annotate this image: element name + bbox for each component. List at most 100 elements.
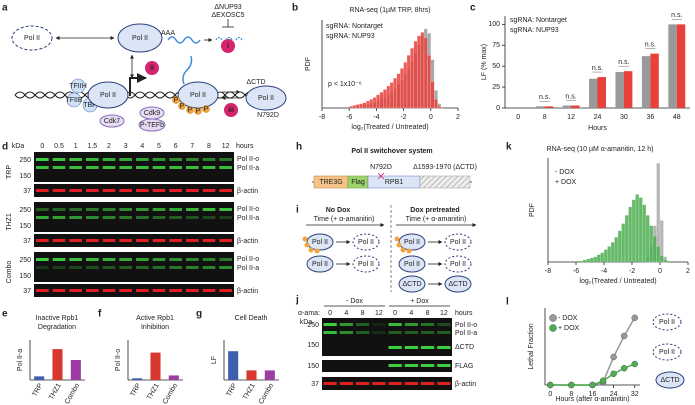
band xyxy=(136,258,149,261)
point xyxy=(610,370,617,378)
x-tick-label: 16 xyxy=(589,391,597,398)
band xyxy=(69,266,82,269)
lane-label: 0.5 xyxy=(54,143,64,150)
panel-label: j xyxy=(295,295,299,306)
chart-title: Inactive Rpb1 xyxy=(36,315,79,322)
band xyxy=(186,166,199,169)
band xyxy=(186,258,199,261)
part-label: Flag xyxy=(351,179,365,186)
bar xyxy=(264,370,275,380)
annotation: n.s. xyxy=(539,94,550,101)
band xyxy=(86,289,99,292)
blot xyxy=(34,284,234,297)
annotation: n.s. xyxy=(565,93,576,100)
histogram-bar xyxy=(663,259,668,263)
histogram-bar xyxy=(652,235,657,263)
chart-title: Active Rpb1 xyxy=(136,315,174,322)
mw-label: 150 xyxy=(19,273,31,280)
factor xyxy=(70,78,86,94)
histogram-bar xyxy=(396,73,401,109)
mw-label: 150 xyxy=(19,223,31,230)
bar xyxy=(571,105,580,108)
histogram-bar xyxy=(659,255,664,263)
lane-label: 4 xyxy=(344,310,348,317)
band xyxy=(219,158,232,161)
histogram-bar xyxy=(393,77,397,109)
legend-marker xyxy=(549,324,557,332)
histogram-bar xyxy=(359,103,363,109)
band xyxy=(152,216,166,219)
band xyxy=(69,189,82,192)
tss-arrow xyxy=(129,73,147,96)
band xyxy=(52,216,66,219)
chart-title: RNA-seq (10 µM α-amanitin, 12 h) xyxy=(547,146,654,153)
histogram-bar xyxy=(614,236,619,263)
x-tick-label: Combo xyxy=(258,382,275,405)
lane-label: 12 xyxy=(375,310,383,317)
y-axis-label: LF (% max) xyxy=(481,44,488,80)
lane-label: 8 xyxy=(207,143,211,150)
band-label: Pol II-o xyxy=(237,206,259,213)
band xyxy=(86,266,99,269)
x-tick-label: -4 xyxy=(373,114,379,121)
histogram-bar xyxy=(575,260,580,263)
blot xyxy=(34,152,234,182)
band xyxy=(421,364,435,367)
group-label: - Dox xyxy=(346,298,363,305)
histogram-bar xyxy=(600,252,605,263)
histogram-bar xyxy=(383,89,387,109)
band xyxy=(119,239,132,242)
pol2-shape xyxy=(398,233,426,251)
legend-label: - DOX xyxy=(555,169,575,176)
phospho xyxy=(406,248,412,254)
band xyxy=(437,382,451,385)
chart-title: Degradation xyxy=(38,324,76,331)
band-label: Pol II-o xyxy=(455,322,477,329)
band xyxy=(202,189,216,192)
histogram-bar xyxy=(413,41,418,109)
x-tick-label: 2 xyxy=(456,114,460,121)
band xyxy=(421,323,435,326)
lane-unit: hours xyxy=(236,143,254,150)
mutation-label: N792D xyxy=(257,112,279,119)
x-tick-label: 0 xyxy=(516,114,520,121)
pol2-label: Pol II xyxy=(312,239,328,246)
band xyxy=(102,258,116,261)
band xyxy=(219,189,232,192)
bar xyxy=(536,106,545,108)
band xyxy=(119,208,132,211)
band xyxy=(69,239,82,242)
band xyxy=(437,346,451,349)
histogram-bar xyxy=(434,99,438,109)
mw-label: 37 xyxy=(311,381,319,388)
point xyxy=(631,314,638,322)
band xyxy=(372,382,386,385)
band xyxy=(388,346,402,349)
mutation-label: N792D xyxy=(370,164,392,171)
histogram-bar xyxy=(355,104,360,109)
band xyxy=(152,266,166,269)
pol2-label: Pol II xyxy=(100,92,116,99)
band xyxy=(372,323,386,326)
mw-label: 250 xyxy=(19,207,31,214)
band xyxy=(169,239,182,242)
histogram-bar xyxy=(420,32,425,109)
band xyxy=(421,382,435,385)
band xyxy=(136,289,149,292)
band xyxy=(202,266,216,269)
x-tick-label: -8 xyxy=(545,268,551,275)
pol2-shape xyxy=(117,23,163,53)
band xyxy=(136,266,149,269)
histogram-bar xyxy=(379,92,384,109)
rna-fragments xyxy=(215,36,243,41)
band xyxy=(169,258,182,261)
point xyxy=(547,381,554,389)
band xyxy=(69,216,82,219)
histogram-bar xyxy=(366,100,370,109)
band xyxy=(119,158,132,161)
blot xyxy=(322,360,452,372)
bar xyxy=(168,375,179,380)
band xyxy=(339,331,353,334)
legend-label: sgRNA: Nontarget xyxy=(510,17,567,24)
